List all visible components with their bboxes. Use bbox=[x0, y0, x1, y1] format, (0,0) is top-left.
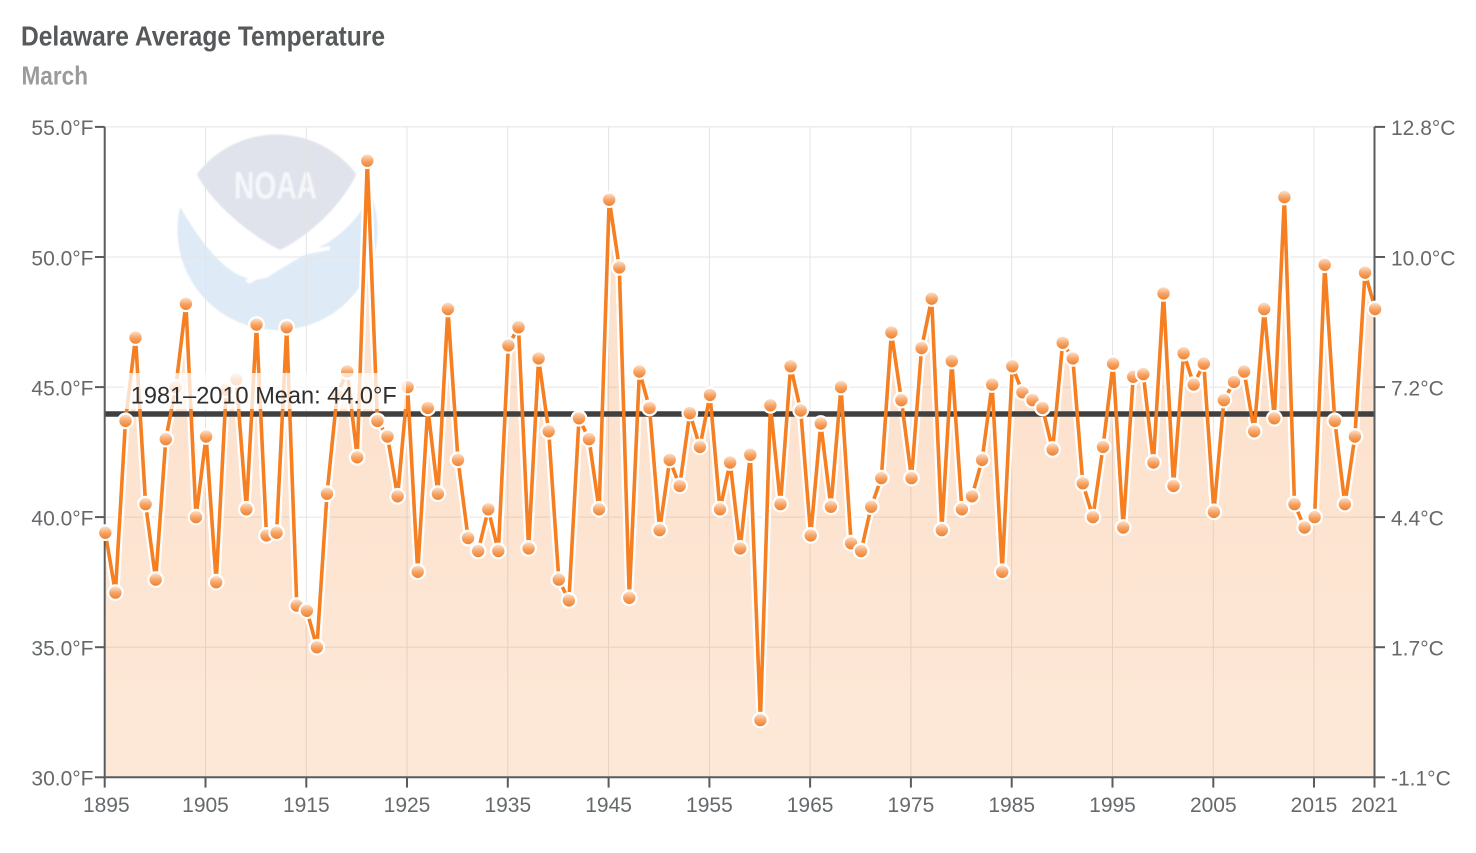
svg-text:2015: 2015 bbox=[1291, 794, 1338, 817]
svg-text:2005: 2005 bbox=[1190, 794, 1237, 817]
svg-text:4.4°C: 4.4°C bbox=[1391, 507, 1444, 530]
svg-text:30.0°F: 30.0°F bbox=[31, 768, 93, 791]
svg-text:35.0°F: 35.0°F bbox=[31, 638, 93, 661]
svg-text:NOAA: NOAA bbox=[234, 166, 317, 208]
svg-text:March: March bbox=[22, 61, 89, 91]
svg-text:55.0°F: 55.0°F bbox=[31, 117, 93, 140]
svg-text:Delaware Average Temperature: Delaware Average Temperature bbox=[21, 21, 385, 52]
svg-text:1955: 1955 bbox=[686, 794, 733, 817]
svg-text:1935: 1935 bbox=[484, 794, 531, 817]
svg-text:40.0°F: 40.0°F bbox=[31, 507, 93, 530]
svg-text:1895: 1895 bbox=[83, 794, 130, 817]
svg-text:1925: 1925 bbox=[384, 794, 431, 817]
svg-text:1995: 1995 bbox=[1089, 794, 1136, 817]
svg-text:7.2°C: 7.2°C bbox=[1391, 377, 1444, 400]
svg-text:1981–2010 Mean: 44.0°F: 1981–2010 Mean: 44.0°F bbox=[131, 382, 397, 409]
svg-text:50.0°F: 50.0°F bbox=[31, 247, 93, 270]
svg-text:10.0°C: 10.0°C bbox=[1391, 247, 1455, 270]
svg-text:2021: 2021 bbox=[1351, 794, 1398, 817]
svg-text:1965: 1965 bbox=[787, 794, 834, 817]
svg-text:45.0°F: 45.0°F bbox=[31, 377, 93, 400]
svg-text:1985: 1985 bbox=[988, 794, 1035, 817]
svg-text:1905: 1905 bbox=[182, 794, 229, 817]
svg-text:1975: 1975 bbox=[888, 794, 935, 817]
svg-text:1945: 1945 bbox=[585, 794, 632, 817]
svg-text:1.7°C: 1.7°C bbox=[1391, 638, 1444, 661]
svg-text:-1.1°C: -1.1°C bbox=[1391, 768, 1451, 791]
svg-text:1915: 1915 bbox=[283, 794, 330, 817]
svg-text:12.8°C: 12.8°C bbox=[1391, 117, 1455, 140]
